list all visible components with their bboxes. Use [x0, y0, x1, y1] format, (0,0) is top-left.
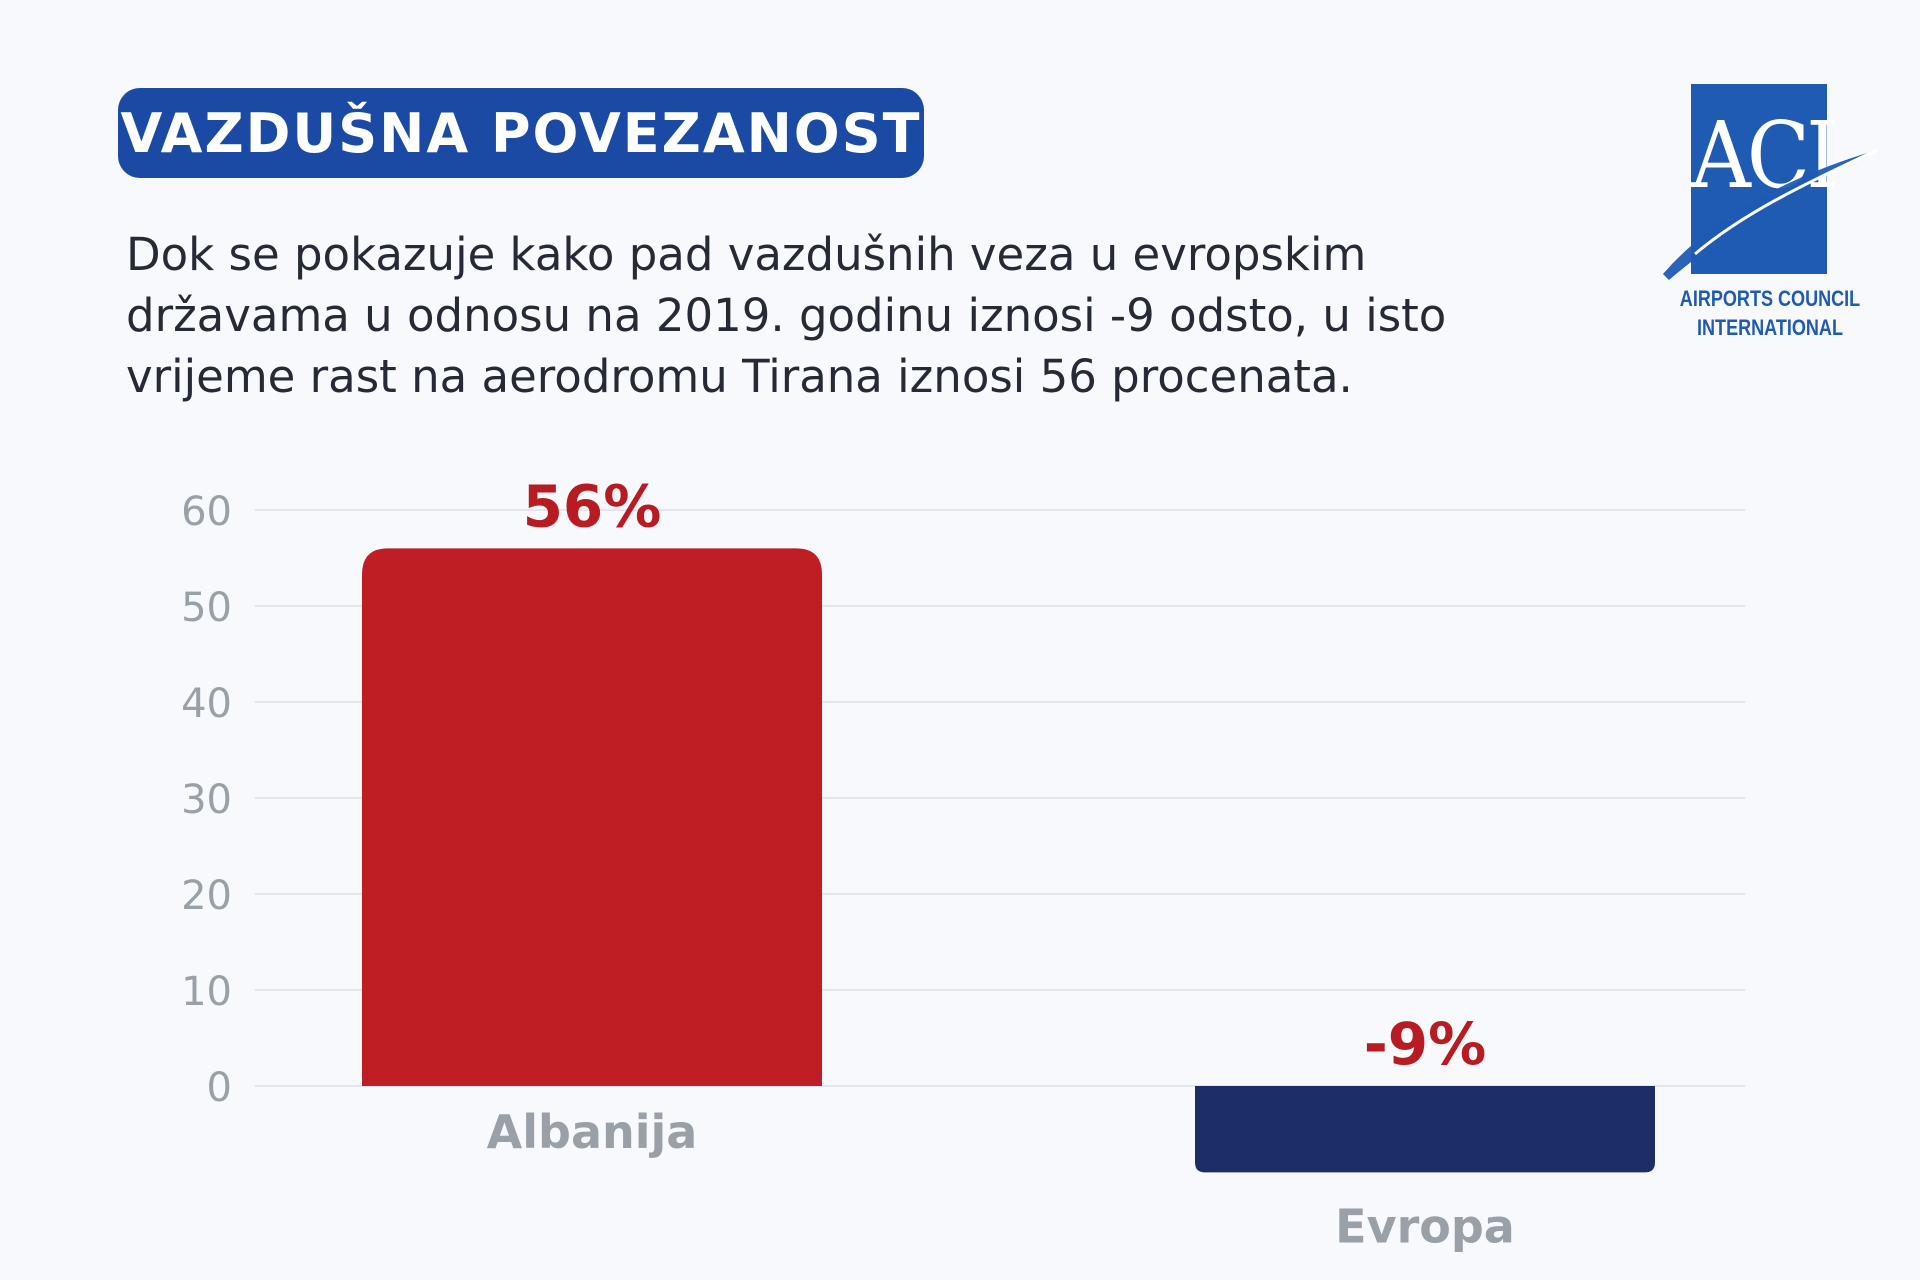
x-tick-label: Albanija [487, 1105, 698, 1159]
aci-logo: ACI AIRPORTS COUNCIL INTERNATIONAL [1655, 84, 1885, 346]
aci-logo-letters: ACI [1691, 102, 1839, 209]
y-tick-label: 50 [181, 585, 232, 631]
y-tick-label: 30 [181, 777, 232, 823]
data-label: 56% [523, 472, 662, 540]
description-text: Dok se pokazuje kako pad vazdušnih veza … [126, 228, 1447, 403]
aci-logo-caption: AIRPORTS COUNCIL INTERNATIONAL [1676, 284, 1865, 342]
aci-caption-line2: INTERNATIONAL [1697, 315, 1843, 340]
data-label: -9% [1364, 1010, 1487, 1078]
y-tick-label: 60 [181, 489, 232, 535]
y-tick-label: 20 [181, 873, 232, 919]
aci-caption-line1: AIRPORTS COUNCIL [1679, 286, 1861, 311]
page-title: VAZDUŠNA POVEZANOST [120, 101, 922, 165]
bar-evropa [1195, 1086, 1655, 1173]
y-tick-label: 0 [207, 1065, 232, 1111]
title-banner: VAZDUŠNA POVEZANOST [118, 88, 924, 178]
x-tick-label: Evropa [1335, 1199, 1515, 1253]
y-tick-label: 10 [181, 969, 232, 1015]
bar-albanija [362, 548, 822, 1086]
y-tick-label: 40 [181, 681, 232, 727]
aci-swoosh-icon [1663, 148, 1878, 280]
